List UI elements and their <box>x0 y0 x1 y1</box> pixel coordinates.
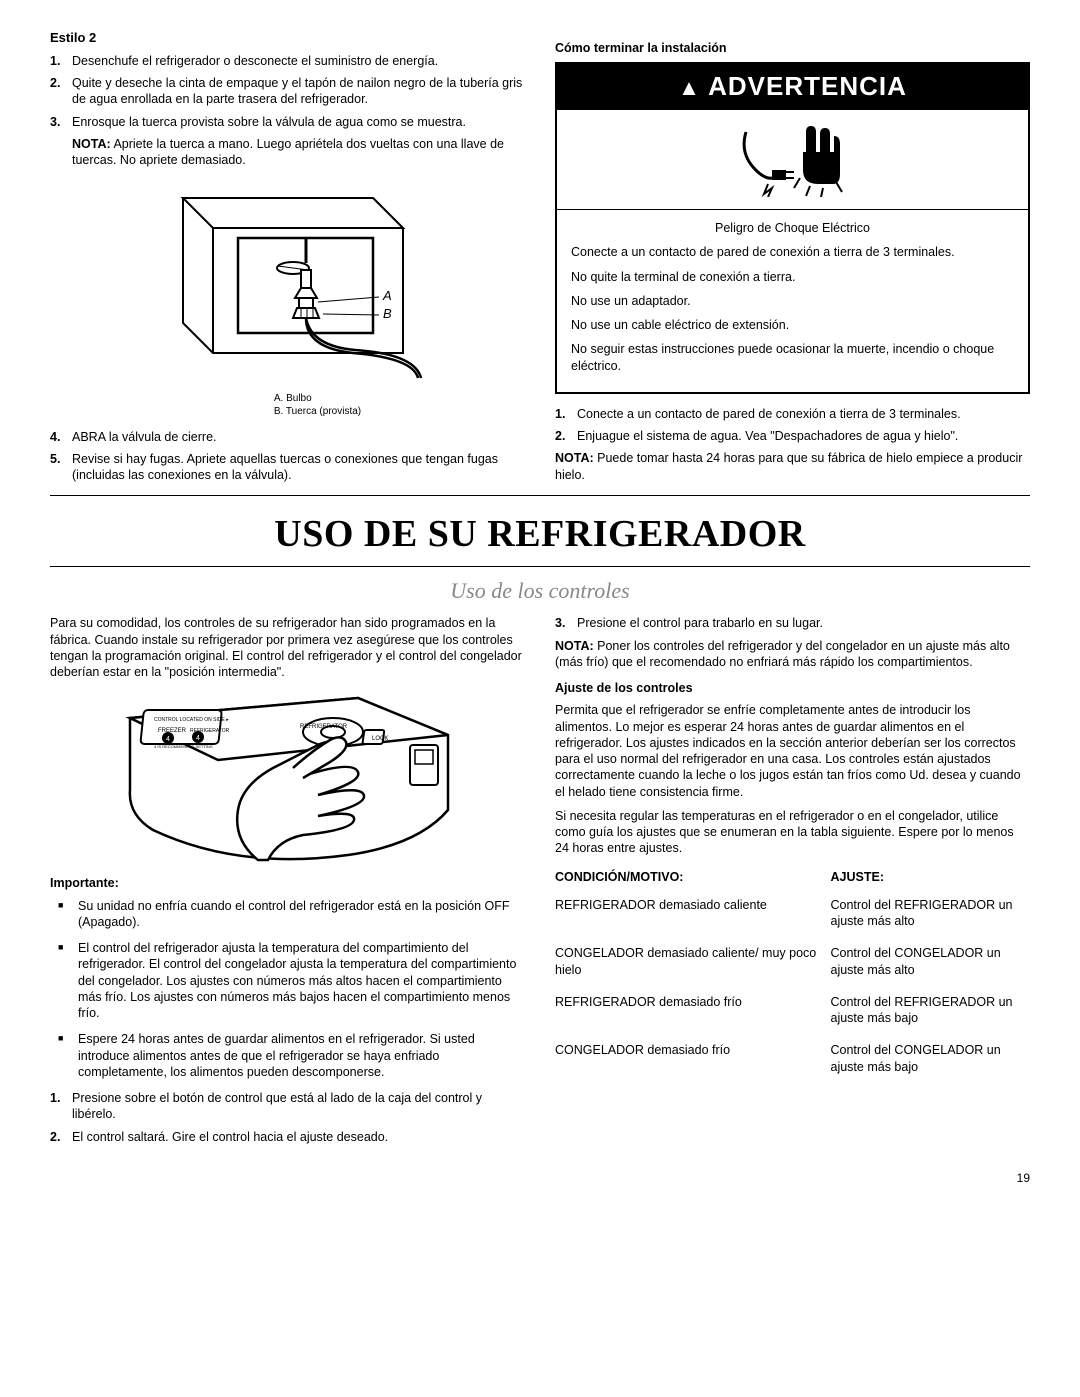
importante-label: Importante: <box>50 875 525 891</box>
main-title: USO DE SU REFRIGERADOR <box>50 510 1030 559</box>
right-column: Cómo terminar la instalación ▲ ADVERTENC… <box>555 30 1030 489</box>
svg-text:4: 4 <box>196 735 200 742</box>
list-item: 2.Quite y deseche la cinta de empaque y … <box>50 75 525 108</box>
finish-note: NOTA: Puede tomar hasta 24 horas para qu… <box>555 450 1030 483</box>
warning-line: No use un cable eléctrico de extensión. <box>571 317 1014 333</box>
list-item: 1.Desenchufe el refrigerador o desconect… <box>50 53 525 69</box>
table-cell: REFRIGERADOR demasiado caliente <box>555 891 831 940</box>
svg-text:FREEZER: FREEZER <box>158 728 187 734</box>
ajuste-p1: Permita que el refrigerador se enfríe co… <box>555 702 1030 800</box>
table-row: REFRIGERADOR demasiado frío Control del … <box>555 988 1030 1037</box>
bottom-right-column: 3.Presione el control para trabarlo en s… <box>555 615 1030 1151</box>
list-item: 1.Presione sobre el botón de control que… <box>50 1090 525 1123</box>
control-figure: CONTROL LOCATED ON SIDE ▸ FREEZER REFRIG… <box>50 690 525 865</box>
table-cell: Control del CONGELADOR un ajuste más baj… <box>831 1036 1031 1085</box>
divider <box>50 495 1030 496</box>
list-item: 3.Enrosque la tuerca provista sobre la v… <box>50 114 525 130</box>
svg-text:4 IS RECOMMENDED SETTING: 4 IS RECOMMENDED SETTING <box>154 744 213 749</box>
list-item: Su unidad no enfría cuando el control de… <box>78 898 525 931</box>
ajuste-heading: Ajuste de los controles <box>555 680 1030 696</box>
table-cell: Control del REFRIGERADOR un ajuste más b… <box>831 988 1031 1037</box>
left-column: Estilo 2 1.Desenchufe el refrigerador o … <box>50 30 525 489</box>
table-row: REFRIGERADOR demasiado caliente Control … <box>555 891 1030 940</box>
warning-line: No quite la terminal de conexión a tierr… <box>571 269 1014 285</box>
warning-line: No seguir estas instrucciones puede ocas… <box>571 341 1014 374</box>
warning-header: ▲ ADVERTENCIA <box>557 64 1028 110</box>
estilo2-note: NOTA: Apriete la tuerca a mano. Luego ap… <box>50 136 525 169</box>
table-cell: Control del REFRIGERADOR un ajuste más a… <box>831 891 1031 940</box>
fig-caption-a: A. Bulbo <box>274 392 361 405</box>
warning-box: ▲ ADVERTENCIA Pel <box>555 62 1030 394</box>
ajuste-p2: Si necesita regular las temperaturas en … <box>555 808 1030 857</box>
table-cell: CONGELADOR demasiado frío <box>555 1036 831 1085</box>
uso-note2: NOTA: Poner los controles del refrigerad… <box>555 638 1030 671</box>
table-cell: CONGELADOR demasiado caliente/ muy poco … <box>555 939 831 988</box>
table-header: AJUSTE: <box>831 865 1031 891</box>
table-header: CONDICIÓN/MOTIVO: <box>555 865 831 891</box>
section-subtitle: Uso de los controles <box>50 577 1030 606</box>
warning-line: Conecte a un contacto de pared de conexi… <box>571 244 1014 260</box>
uso-steps-1-2: 1.Presione sobre el botón de control que… <box>50 1090 525 1145</box>
svg-text:4: 4 <box>166 736 170 743</box>
fig-label-a: A <box>382 288 392 303</box>
list-item: Espere 24 horas antes de guardar aliment… <box>78 1031 525 1080</box>
warning-icon-row <box>557 110 1028 210</box>
warning-body: Peligro de Choque Eléctrico Conecte a un… <box>557 210 1028 392</box>
table-cell: Control del CONGELADOR un ajuste más alt… <box>831 939 1031 988</box>
finish-heading: Cómo terminar la instalación <box>555 40 1030 56</box>
list-item: 1.Conecte a un contacto de pared de cone… <box>555 406 1030 422</box>
warning-triangle-icon: ▲ <box>678 75 701 100</box>
list-item: 2.El control saltará. Gire el control ha… <box>50 1129 525 1145</box>
top-section: Estilo 2 1.Desenchufe el refrigerador o … <box>50 30 1030 489</box>
list-item: El control del refrigerador ajusta la te… <box>78 940 525 1021</box>
warning-subtitle: Peligro de Choque Eléctrico <box>571 220 1014 236</box>
valve-figure: A B A. Bulbo B. Tuerca (provista) <box>50 178 525 418</box>
svg-text:CONTROL LOCATED ON SIDE ▸: CONTROL LOCATED ON SIDE ▸ <box>154 717 229 723</box>
table-header-row: CONDICIÓN/MOTIVO: AJUSTE: <box>555 865 1030 891</box>
bottom-section: Para su comodidad, los controles de su r… <box>50 615 1030 1151</box>
warning-line: No use un adaptador. <box>571 293 1014 309</box>
shock-hand-icon <box>738 122 848 197</box>
table-cell: REFRIGERADOR demasiado frío <box>555 988 831 1037</box>
control-diagram-svg: CONTROL LOCATED ON SIDE ▸ FREEZER REFRIG… <box>118 690 458 865</box>
estilo2-steps-4-5: 4.ABRA la válvula de cierre. 5.Revise si… <box>50 429 525 484</box>
importante-list: Su unidad no enfría cuando el control de… <box>50 898 525 1081</box>
estilo2-steps-1-3: 1.Desenchufe el refrigerador o desconect… <box>50 53 525 130</box>
svg-text:LOCK: LOCK <box>372 736 388 742</box>
list-item: 5.Revise si hay fugas. Apriete aquellas … <box>50 451 525 484</box>
finish-steps: 1.Conecte a un contacto de pared de cone… <box>555 406 1030 445</box>
list-item: 3.Presione el control para trabarlo en s… <box>555 615 1030 631</box>
fig-label-b: B <box>383 306 392 321</box>
list-item: 4.ABRA la válvula de cierre. <box>50 429 525 445</box>
divider <box>50 566 1030 567</box>
uso-step-3: 3.Presione el control para trabarlo en s… <box>555 615 1030 631</box>
uso-intro: Para su comodidad, los controles de su r… <box>50 615 525 680</box>
svg-text:REFRIGERATOR: REFRIGERATOR <box>300 724 348 730</box>
page-number: 19 <box>50 1171 1030 1187</box>
bottom-left-column: Para su comodidad, los controles de su r… <box>50 615 525 1151</box>
list-item: 2.Enjuague el sistema de agua. Vea "Desp… <box>555 428 1030 444</box>
adjust-table: CONDICIÓN/MOTIVO: AJUSTE: REFRIGERADOR d… <box>555 865 1030 1085</box>
fig-caption-b: B. Tuerca (provista) <box>274 405 361 418</box>
estilo2-heading: Estilo 2 <box>50 30 525 47</box>
table-row: CONGELADOR demasiado caliente/ muy poco … <box>555 939 1030 988</box>
valve-diagram-svg: A B <box>143 178 433 388</box>
table-row: CONGELADOR demasiado frío Control del CO… <box>555 1036 1030 1085</box>
